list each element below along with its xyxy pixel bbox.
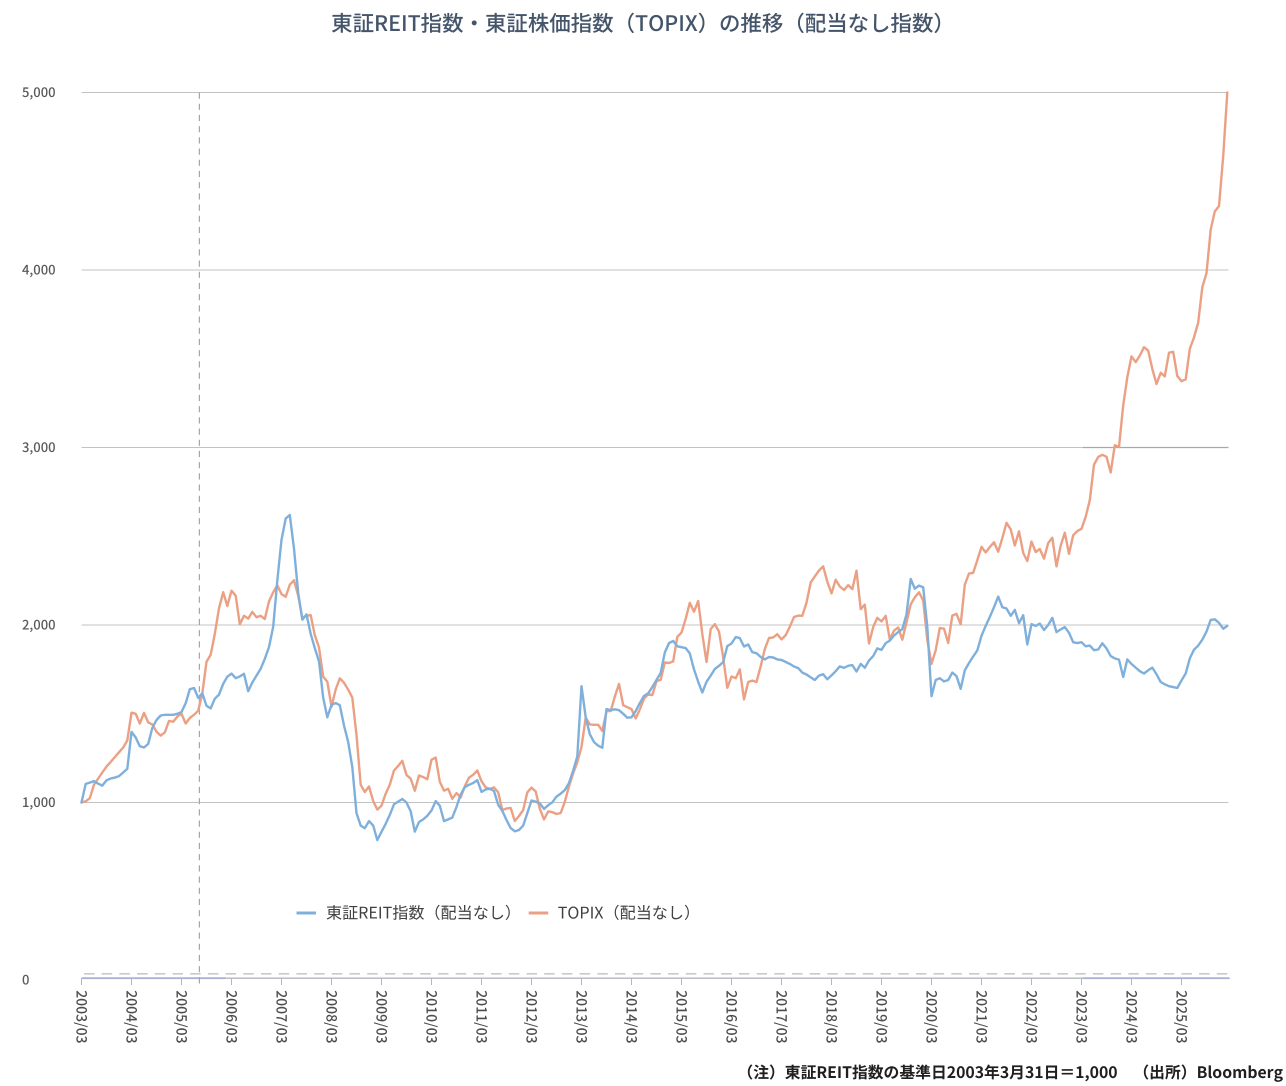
svg-text:TOPIX（配当なし）: TOPIX（配当なし） (558, 900, 700, 924)
svg-text:2016/03: 2016/03 (722, 990, 742, 1043)
svg-text:2011/03: 2011/03 (472, 990, 492, 1043)
svg-text:2010/03: 2010/03 (422, 990, 442, 1043)
svg-text:2025/03: 2025/03 (1172, 990, 1192, 1043)
svg-text:2008/03: 2008/03 (322, 990, 342, 1043)
svg-text:2015/03: 2015/03 (672, 990, 692, 1043)
svg-text:2014/03: 2014/03 (622, 990, 642, 1043)
svg-text:2023/03: 2023/03 (1072, 990, 1092, 1043)
svg-text:2006/03: 2006/03 (222, 990, 242, 1043)
svg-text:2021/03: 2021/03 (972, 990, 992, 1043)
svg-text:2004/03: 2004/03 (122, 990, 142, 1043)
svg-text:2012/03: 2012/03 (522, 990, 542, 1043)
svg-text:2020/03: 2020/03 (922, 990, 942, 1043)
svg-text:2,000: 2,000 (22, 615, 56, 634)
svg-text:東証REIT指数（配当なし）: 東証REIT指数（配当なし） (326, 900, 521, 924)
svg-text:0: 0 (22, 970, 29, 989)
svg-text:4,000: 4,000 (22, 260, 56, 279)
svg-text:5,000: 5,000 (22, 82, 56, 101)
svg-text:2013/03: 2013/03 (572, 990, 592, 1043)
svg-text:1,000: 1,000 (22, 792, 56, 811)
svg-text:2024/03: 2024/03 (1122, 990, 1142, 1043)
svg-text:2018/03: 2018/03 (822, 990, 842, 1043)
svg-text:2019/03: 2019/03 (872, 990, 892, 1043)
svg-text:2009/03: 2009/03 (372, 990, 392, 1043)
svg-text:2007/03: 2007/03 (272, 990, 292, 1043)
svg-text:2017/03: 2017/03 (772, 990, 792, 1043)
svg-text:2005/03: 2005/03 (172, 990, 192, 1043)
svg-text:3,000: 3,000 (22, 437, 56, 456)
svg-text:2022/03: 2022/03 (1022, 990, 1042, 1043)
svg-text:2003/03: 2003/03 (72, 990, 92, 1043)
